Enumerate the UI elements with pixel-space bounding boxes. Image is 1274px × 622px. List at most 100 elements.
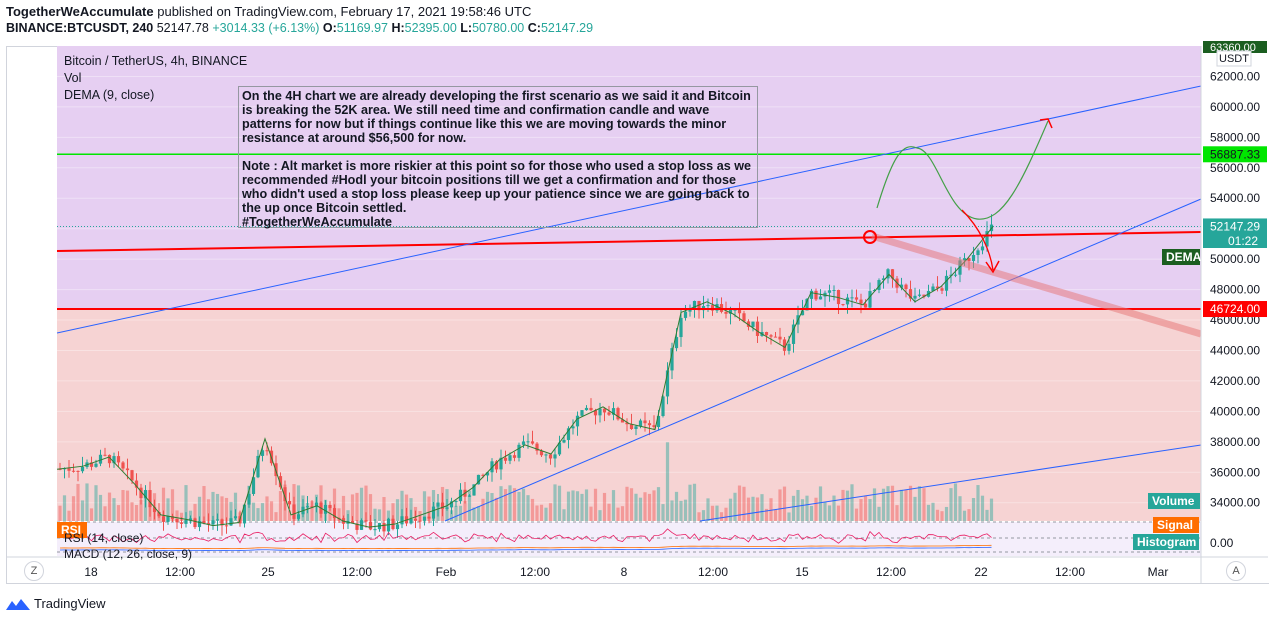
candle — [373, 529, 377, 531]
volume-bar — [908, 485, 913, 521]
candle — [247, 493, 251, 505]
volume-bar — [220, 496, 224, 521]
volume-bar — [337, 508, 341, 521]
candle — [130, 470, 134, 481]
candle — [121, 462, 125, 469]
wave-arrow-icon — [1039, 118, 1053, 129]
close-label: C: — [527, 21, 541, 35]
volume-bar — [319, 485, 323, 521]
candle — [548, 454, 553, 459]
candle — [791, 324, 796, 344]
volume-bar — [724, 507, 728, 521]
candle — [751, 321, 755, 327]
volume-bar — [359, 487, 364, 521]
candle — [251, 477, 256, 494]
candle — [355, 523, 359, 530]
volume-bar — [697, 512, 701, 521]
volume-bar — [332, 488, 337, 521]
volume-bar — [292, 484, 296, 521]
volume-bar — [179, 512, 184, 521]
candle — [778, 336, 782, 340]
candle — [476, 474, 481, 485]
price-tick-label: 60000.00 — [1210, 100, 1260, 114]
volume-bar — [881, 488, 886, 521]
candle — [184, 519, 188, 524]
price-chart[interactable]: 34000.00 36000.00 38000.00 40000.00 42000.00… — [0, 40, 1274, 586]
volume-bar — [634, 493, 638, 521]
volume-bar — [607, 503, 611, 521]
candle — [166, 516, 170, 522]
pane-badge-label: Signal — [1157, 518, 1193, 532]
macd-line — [59, 544, 992, 550]
resistance-zone — [57, 46, 1201, 310]
volume-bar — [130, 502, 134, 521]
volume-bar — [571, 490, 575, 521]
volume-bar — [440, 486, 445, 521]
candle — [445, 507, 449, 509]
drop-arrow-path — [961, 209, 994, 271]
candle — [787, 343, 791, 351]
candle — [764, 332, 769, 336]
candle — [575, 415, 580, 427]
volume-bar — [593, 488, 598, 521]
price-tick-label: 62000.00 — [1210, 69, 1260, 83]
volume-bar — [463, 501, 467, 521]
low-label: L: — [460, 21, 473, 35]
volume-bar — [935, 509, 940, 521]
candle — [629, 424, 634, 430]
macd-signal-line — [59, 546, 992, 552]
volume-bar — [755, 497, 760, 521]
candle — [908, 289, 913, 299]
support-zone — [57, 309, 1201, 521]
price-badge — [1203, 301, 1267, 318]
volume-bar — [836, 505, 841, 521]
candle — [917, 294, 922, 296]
candle — [845, 297, 850, 305]
candle — [881, 278, 886, 281]
volume-bar — [346, 510, 350, 521]
volume-bar — [386, 510, 391, 521]
candle — [422, 516, 427, 521]
price-tick-label: 36000.00 — [1210, 465, 1260, 479]
volume-bar — [890, 485, 895, 521]
currency-badge — [1216, 50, 1252, 67]
volume-bar — [796, 489, 800, 521]
pane-badge — [57, 522, 87, 538]
volume-bar — [184, 485, 188, 521]
volume-bar — [557, 485, 562, 521]
currency-label: USDT — [1219, 53, 1249, 65]
candle — [521, 441, 526, 445]
volume-bar — [823, 501, 827, 521]
zoom-left-button[interactable]: Z — [24, 561, 44, 581]
candle — [773, 336, 778, 338]
pane-badge-label: RSI — [61, 523, 81, 537]
candle — [602, 408, 607, 413]
pane-badge — [1133, 534, 1199, 550]
top-price-badge — [1203, 41, 1267, 53]
candle — [98, 454, 103, 464]
time-tick-label: 12:00 — [520, 565, 550, 579]
candle — [197, 521, 202, 528]
macd-legend: MACD (12, 26, close, 9) — [64, 547, 193, 561]
candle — [314, 502, 319, 507]
candle — [80, 467, 85, 472]
price-tick-label: 38000.00 — [1210, 435, 1260, 449]
candle — [971, 255, 976, 261]
auto-scale-button[interactable]: A — [1226, 561, 1246, 581]
volume-bar — [562, 509, 566, 521]
volume-bar — [458, 505, 463, 521]
candle — [665, 370, 670, 397]
volume-bar — [274, 512, 278, 521]
volume-bar — [859, 499, 863, 521]
volume-bar — [481, 498, 485, 521]
volume-bar — [287, 510, 292, 521]
volume-bar — [202, 486, 206, 521]
price-badge-label: 46724.00 — [1210, 302, 1260, 316]
publish-date: published on TradingView.com, February 1… — [157, 4, 532, 19]
candle — [76, 470, 80, 472]
candle — [805, 298, 809, 311]
volume-bar — [710, 505, 715, 521]
volume-bar — [341, 495, 346, 521]
volume-bar — [112, 498, 116, 521]
candle — [985, 231, 989, 247]
